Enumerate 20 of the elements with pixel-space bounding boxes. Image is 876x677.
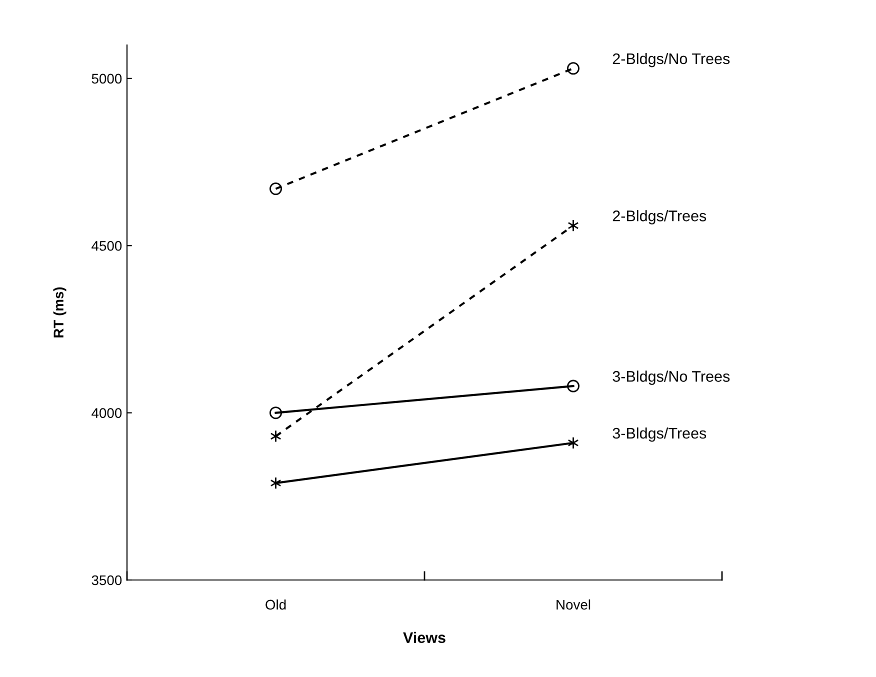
x-axis-title: Views bbox=[403, 632, 446, 644]
point bbox=[270, 430, 282, 442]
text: 2-Bldgs/No Trees bbox=[612, 52, 730, 68]
point bbox=[270, 476, 282, 490]
point bbox=[270, 406, 282, 420]
point bbox=[568, 436, 579, 450]
point bbox=[270, 182, 282, 196]
x-tick-label: Novel bbox=[556, 599, 590, 610]
point bbox=[567, 62, 580, 75]
x-tick-label: Old bbox=[266, 599, 286, 610]
text: 2-Bldgs/Trees bbox=[612, 210, 706, 224]
y-tick-label: 4500 bbox=[92, 240, 122, 251]
y-tick-label: 4000 bbox=[92, 408, 122, 418]
y-axis-title: RT (ms) bbox=[53, 287, 66, 338]
point bbox=[568, 219, 579, 232]
point bbox=[567, 380, 580, 392]
y-tick-label: 3500 bbox=[92, 575, 122, 586]
y-tick-label: 5000 bbox=[92, 74, 122, 84]
text: 3-Bldgs/Trees bbox=[612, 427, 706, 442]
text: 3-Bldgs/No Trees bbox=[612, 370, 730, 385]
